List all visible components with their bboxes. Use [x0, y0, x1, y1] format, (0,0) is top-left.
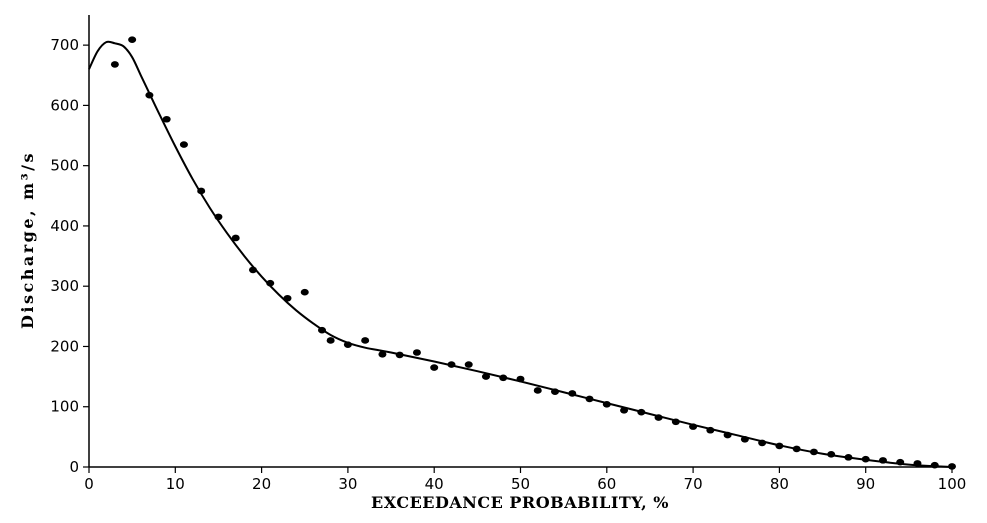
data-point	[533, 387, 542, 394]
data-point	[689, 423, 698, 430]
y-tick-label: 100	[50, 398, 79, 416]
data-point	[654, 414, 663, 421]
y-tick-label: 200	[50, 337, 79, 355]
data-point	[464, 361, 473, 368]
data-point	[318, 326, 327, 334]
data-point	[706, 426, 715, 434]
data-point	[878, 457, 887, 464]
data-point	[395, 351, 404, 359]
x-tick-label: 60	[597, 475, 616, 493]
data-point	[602, 401, 611, 408]
data-point	[145, 91, 154, 99]
data-points	[110, 36, 956, 470]
y-ticks: 0 100 200 300 400 500 600 700	[50, 36, 89, 476]
data-point	[197, 187, 206, 195]
data-point	[930, 461, 939, 469]
axes	[88, 15, 952, 468]
data-point	[283, 294, 292, 302]
data-point	[378, 351, 387, 358]
x-tick-label: 100	[938, 475, 967, 493]
data-point	[447, 361, 456, 368]
data-point	[948, 463, 956, 470]
data-point	[110, 61, 119, 68]
data-point	[214, 213, 223, 221]
fitted-curve	[88, 40, 953, 468]
x-tick-label: 80	[770, 475, 789, 493]
x-tick-label: 10	[166, 475, 185, 493]
x-tick-label: 70	[684, 475, 703, 493]
y-tick-label: 0	[69, 458, 79, 476]
x-tick-label: 20	[252, 475, 271, 493]
x-tick-label: 40	[425, 475, 444, 493]
x-ticks: 0 10 20 30 40 50 60 70 80 90 100	[84, 467, 966, 493]
x-axis-title: EXCEEDANCE PROBABILITY, %	[371, 493, 669, 512]
y-axis-title: Discharge, m³/s	[18, 151, 37, 329]
data-point	[585, 395, 594, 403]
x-tick-label: 90	[856, 475, 875, 493]
data-point	[343, 341, 352, 348]
x-tick-label: 50	[511, 475, 530, 493]
data-point	[128, 36, 137, 44]
data-point	[481, 373, 490, 380]
data-point	[516, 375, 525, 383]
data-point	[162, 115, 171, 123]
data-point	[671, 418, 680, 426]
data-point	[620, 407, 629, 414]
data-point	[913, 460, 922, 467]
data-point	[740, 435, 749, 443]
data-point	[775, 442, 784, 450]
data-point	[266, 279, 275, 287]
data-point	[179, 141, 188, 148]
data-point	[361, 337, 370, 344]
y-tick-label: 700	[50, 36, 79, 54]
data-point	[326, 337, 335, 344]
data-point	[844, 454, 853, 461]
data-point	[896, 458, 905, 466]
data-point	[809, 448, 818, 456]
data-point	[551, 388, 560, 395]
data-point	[723, 431, 732, 439]
data-point	[430, 364, 439, 371]
data-point	[231, 234, 240, 242]
x-tick-label: 0	[84, 475, 94, 493]
y-tick-label: 500	[50, 157, 79, 175]
data-point	[248, 266, 257, 274]
data-point	[827, 451, 836, 458]
data-point	[300, 288, 309, 296]
x-tick-label: 30	[338, 475, 357, 493]
data-point	[568, 390, 577, 397]
y-tick-label: 600	[50, 96, 79, 114]
data-point	[758, 439, 767, 447]
data-point	[412, 349, 421, 356]
data-point	[637, 408, 646, 416]
y-tick-label: 400	[50, 217, 79, 235]
data-point	[861, 455, 870, 463]
data-point	[499, 374, 508, 382]
data-point	[792, 445, 801, 453]
y-tick-label: 300	[50, 277, 79, 295]
